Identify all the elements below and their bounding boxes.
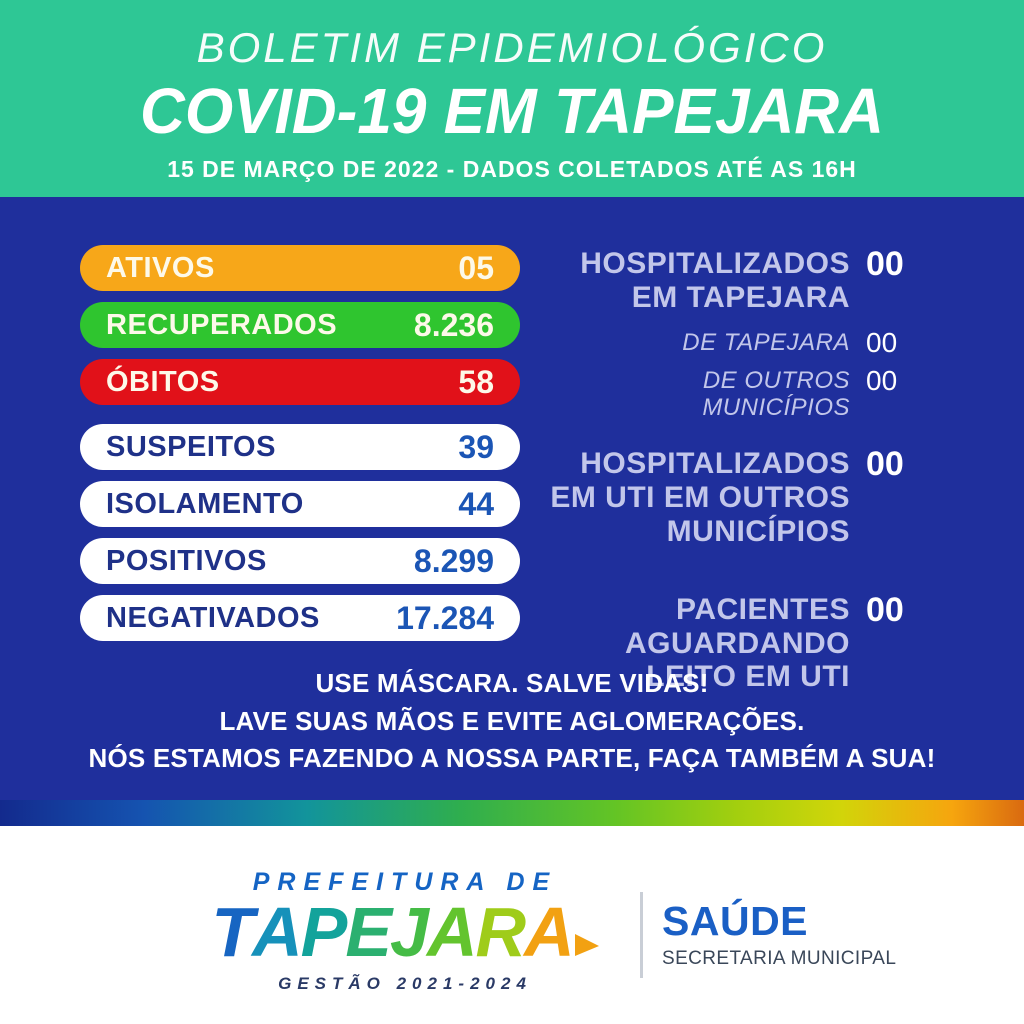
footer-divider <box>640 892 643 978</box>
hospital-row-aguardando-leito: PACIENTES AGUARDANDO LEITO EM UTI 00 <box>548 593 918 695</box>
hospital-value: 00 <box>866 364 898 396</box>
hospital-label: DE TAPEJARA <box>682 328 850 356</box>
hospital-row-de-tapejara: DE TAPEJARA 00 <box>548 326 918 358</box>
advisory-line-2: LAVE SUAS MÃOS E EVITE AGLOMERAÇÕES. <box>219 705 805 736</box>
stat-label: SUSPEITOS <box>106 430 276 463</box>
tapejara-wordmark: TAPEJARA <box>185 893 625 971</box>
stat-pill-list: ATIVOS 05 RECUPERADOS 8.236 ÓBITOS 58 SU… <box>80 245 520 641</box>
advisory-messages: USE MÁSCARA. SALVE VIDAS! LAVE SUAS MÃOS… <box>0 665 1024 778</box>
stat-label: NEGATIVADOS <box>106 601 320 634</box>
stat-value: 8.299 <box>413 542 494 579</box>
logo-letter: A <box>426 893 478 971</box>
prefeitura-logo: PREFEITURA DE TAPEJARA GESTÃO 2021-2024 <box>185 868 625 994</box>
stat-value: 39 <box>458 428 494 465</box>
logo-letter: J <box>390 893 429 971</box>
hospital-row-outros-municipios: DE OUTROS MUNICÍPIOS 00 <box>548 364 918 421</box>
stat-pill-obitos: ÓBITOS 58 <box>80 359 520 405</box>
hospital-row-uti-outros: HOSPITALIZADOS EM UTI EM OUTROS MUNICÍPI… <box>548 447 918 549</box>
stat-pill-ativos: ATIVOS 05 <box>80 245 520 291</box>
logo-letter: P <box>300 893 348 971</box>
stat-label: POSITIVOS <box>106 544 267 577</box>
rainbow-divider <box>0 800 1024 826</box>
page-title: COVID-19 EM TAPEJARA <box>140 75 884 147</box>
health-dept-logo: SAÚDE SECRETARIA MUNICIPAL <box>662 898 896 970</box>
logo-letter: R <box>475 893 527 971</box>
logo-letter: E <box>345 893 392 971</box>
hospital-value: 00 <box>866 326 898 358</box>
hospital-label: PACIENTES AGUARDANDO LEITO EM UTI <box>625 592 850 694</box>
logo-letter: T <box>211 893 254 971</box>
stat-value: 44 <box>458 485 494 522</box>
header-band: BOLETIM EPIDEMIOLÓGICO COVID-19 EM TAPEJ… <box>0 0 1024 197</box>
advisory-line-3: NÓS ESTAMOS FAZENDO A NOSSA PARTE, FAÇA … <box>88 743 936 774</box>
stat-pill-suspeitos: SUSPEITOS 39 <box>80 424 520 470</box>
hospitalization-stats: HOSPITALIZADOS EM TAPEJARA 00 DE TAPEJAR… <box>548 247 918 694</box>
hospital-label: HOSPITALIZADOS EM TAPEJARA <box>580 247 850 314</box>
stat-label: RECUPERADOS <box>106 308 338 341</box>
footer: PREFEITURA DE TAPEJARA GESTÃO 2021-2024 … <box>0 826 1024 1024</box>
advisory-line-1: USE MÁSCARA. SALVE VIDAS! <box>315 667 709 698</box>
gestao-label: GESTÃO 2021-2024 <box>278 973 532 993</box>
data-panel: ATIVOS 05 RECUPERADOS 8.236 ÓBITOS 58 SU… <box>0 197 1024 800</box>
hospital-value: 00 <box>866 590 904 629</box>
hospital-label: HOSPITALIZADOS EM UTI EM OUTROS MUNICÍPI… <box>550 447 850 548</box>
hospital-value: 00 <box>866 245 904 283</box>
stat-value: 05 <box>458 249 494 286</box>
stat-value: 17.284 <box>396 599 494 636</box>
dept-name-label: SAÚDE <box>662 898 809 944</box>
stat-value: 8.236 <box>413 306 494 343</box>
stat-pill-isolamento: ISOLAMENTO 44 <box>80 481 520 527</box>
prefeitura-de-label: PREFEITURA DE <box>252 868 558 896</box>
stat-pill-positivos: POSITIVOS 8.299 <box>80 538 520 584</box>
hospital-value: 00 <box>866 445 904 483</box>
dept-sub-label: SECRETARIA MUNICIPAL <box>662 948 897 969</box>
date-line: 15 DE MARÇO DE 2022 - DADOS COLETADOS AT… <box>167 156 857 182</box>
stat-pill-negativados: NEGATIVADOS 17.284 <box>80 595 520 641</box>
stat-label: ATIVOS <box>106 251 215 284</box>
bulletin-kicker: BOLETIM EPIDEMIOLÓGICO <box>196 24 828 71</box>
hospital-label: DE OUTROS MUNICÍPIOS <box>702 366 850 421</box>
stat-value: 58 <box>458 363 494 400</box>
stat-label: ÓBITOS <box>106 365 220 398</box>
stat-label: ISOLAMENTO <box>106 487 304 520</box>
logo-letter: A <box>252 893 303 971</box>
stat-pill-recuperados: RECUPERADOS 8.236 <box>80 302 520 348</box>
hospital-row-tapejara: HOSPITALIZADOS EM TAPEJARA 00 <box>548 247 918 315</box>
tapejara-arrow-icon <box>574 934 599 956</box>
logo-letter: A <box>524 893 575 971</box>
